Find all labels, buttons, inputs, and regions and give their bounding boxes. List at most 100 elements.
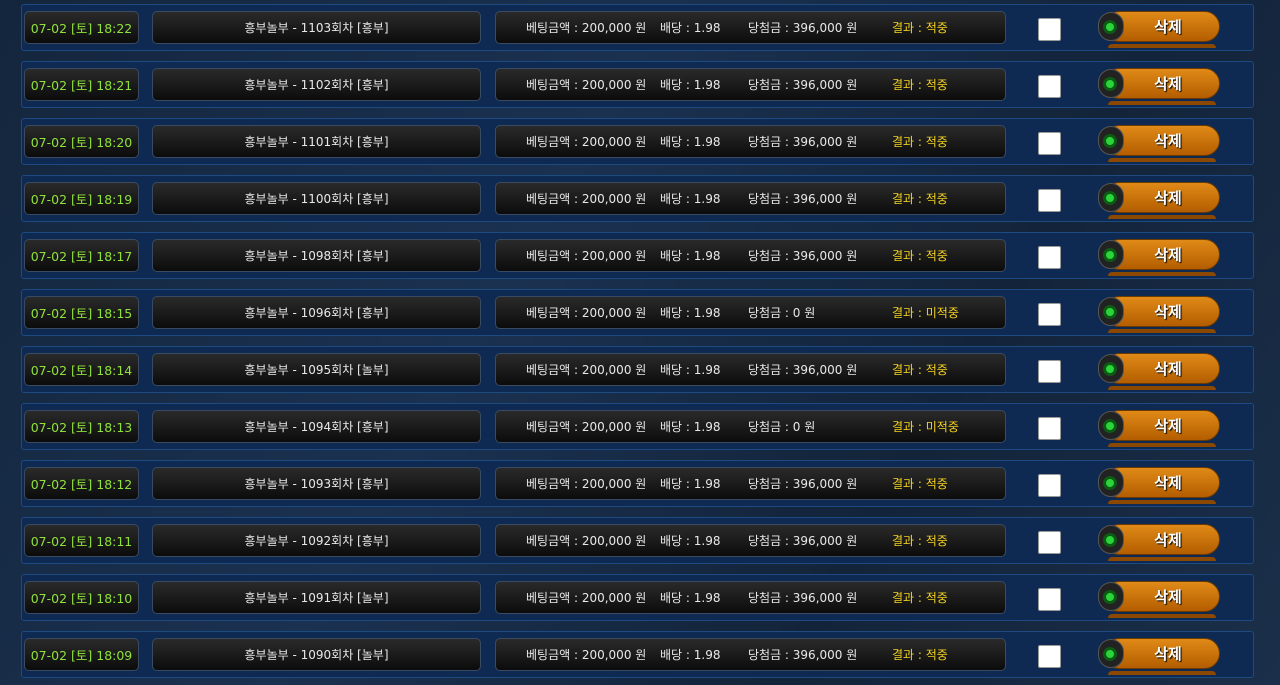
bet-odds: 배당 : 1.98 — [660, 648, 721, 662]
bet-game-title: 흥부놀부 - 1096회차 [흥부] — [152, 296, 481, 329]
green-dot-icon — [1103, 647, 1117, 661]
bet-row: 07-02 [토] 18:10 흥부놀부 - 1091회차 [놀부] 베팅금액 : … — [21, 574, 1254, 621]
delete-button[interactable]: 삭제 — [1098, 9, 1220, 48]
bet-info: 베팅금액 : 200,000 원 배당 : 1.98 당첨금 : 396,000 원… — [495, 467, 1006, 500]
bet-amount: 베팅금액 : 200,000 원 — [526, 534, 647, 548]
green-dot-icon — [1103, 305, 1117, 319]
button-shadow — [1108, 158, 1216, 162]
bet-game-title: 흥부놀부 - 1095회차 [놀부] — [152, 353, 481, 386]
bet-info: 베팅금액 : 200,000 원 배당 : 1.98 당첨금 : 396,000 원… — [495, 524, 1006, 557]
bet-payout: 당첨금 : 396,000 원 — [748, 591, 858, 605]
bet-info: 베팅금액 : 200,000 원 배당 : 1.98 당첨금 : 396,000 원… — [495, 68, 1006, 101]
bet-odds: 배당 : 1.98 — [660, 534, 721, 548]
delete-button[interactable]: 삭제 — [1098, 408, 1220, 447]
select-checkbox[interactable] — [1038, 132, 1061, 155]
delete-button[interactable]: 삭제 — [1098, 123, 1220, 162]
bet-odds: 배당 : 1.98 — [660, 21, 721, 35]
bet-odds: 배당 : 1.98 — [660, 420, 721, 434]
button-cap — [1098, 411, 1124, 440]
bet-result: 결과 : 미적중 — [892, 420, 959, 434]
button-shadow — [1108, 614, 1216, 618]
bet-game-title: 흥부놀부 - 1100회차 [흥부] — [152, 182, 481, 215]
bet-date: 07-02 [토] 18:17 — [24, 239, 139, 272]
bet-info: 베팅금액 : 200,000 원 배당 : 1.98 당첨금 : 396,000 원… — [495, 182, 1006, 215]
bet-amount: 베팅금액 : 200,000 원 — [526, 135, 647, 149]
select-checkbox[interactable] — [1038, 189, 1061, 212]
select-checkbox[interactable] — [1038, 417, 1061, 440]
bet-row: 07-02 [토] 18:13 흥부놀부 - 1094회차 [흥부] 베팅금액 : … — [21, 403, 1254, 450]
button-cap — [1098, 354, 1124, 383]
delete-button[interactable]: 삭제 — [1098, 522, 1220, 561]
bet-row: 07-02 [토] 18:17 흥부놀부 - 1098회차 [흥부] 베팅금액 : … — [21, 232, 1254, 279]
delete-button-label: 삭제 — [1104, 353, 1220, 384]
bet-info: 베팅금액 : 200,000 원 배당 : 1.98 당첨금 : 396,000 원… — [495, 353, 1006, 386]
bet-odds: 배당 : 1.98 — [660, 477, 721, 491]
bet-game-title: 흥부놀부 - 1093회차 [흥부] — [152, 467, 481, 500]
bet-info: 베팅금액 : 200,000 원 배당 : 1.98 당첨금 : 0 원 결과 : 미… — [495, 296, 1006, 329]
delete-button[interactable]: 삭제 — [1098, 66, 1220, 105]
bet-game-title: 흥부놀부 - 1103회차 [흥부] — [152, 11, 481, 44]
bet-amount: 베팅금액 : 200,000 원 — [526, 363, 647, 377]
green-dot-icon — [1103, 20, 1117, 34]
bet-result: 결과 : 적중 — [892, 21, 948, 35]
select-checkbox[interactable] — [1038, 531, 1061, 554]
bet-result: 결과 : 미적중 — [892, 306, 959, 320]
select-checkbox[interactable] — [1038, 303, 1061, 326]
bet-result: 결과 : 적중 — [892, 591, 948, 605]
bet-odds: 배당 : 1.98 — [660, 249, 721, 263]
bet-result: 결과 : 적중 — [892, 363, 948, 377]
select-checkbox[interactable] — [1038, 75, 1061, 98]
delete-button[interactable]: 삭제 — [1098, 579, 1220, 618]
green-dot-icon — [1103, 134, 1117, 148]
bet-payout: 당첨금 : 396,000 원 — [748, 192, 858, 206]
button-shadow — [1108, 500, 1216, 504]
delete-button[interactable]: 삭제 — [1098, 294, 1220, 333]
bet-row: 07-02 [토] 18:21 흥부놀부 - 1102회차 [흥부] 베팅금액 : … — [21, 61, 1254, 108]
bet-amount: 베팅금액 : 200,000 원 — [526, 21, 647, 35]
bet-payout: 당첨금 : 396,000 원 — [748, 21, 858, 35]
bet-odds: 배당 : 1.98 — [660, 591, 721, 605]
bet-payout: 당첨금 : 0 원 — [748, 420, 816, 434]
button-cap — [1098, 468, 1124, 497]
bet-info: 베팅금액 : 200,000 원 배당 : 1.98 당첨금 : 396,000 원… — [495, 125, 1006, 158]
delete-button[interactable]: 삭제 — [1098, 465, 1220, 504]
button-cap — [1098, 582, 1124, 611]
button-cap — [1098, 69, 1124, 98]
bet-payout: 당첨금 : 396,000 원 — [748, 363, 858, 377]
button-shadow — [1108, 443, 1216, 447]
green-dot-icon — [1103, 476, 1117, 490]
select-checkbox[interactable] — [1038, 246, 1061, 269]
bet-info: 베팅금액 : 200,000 원 배당 : 1.98 당첨금 : 396,000 원… — [495, 11, 1006, 44]
delete-button[interactable]: 삭제 — [1098, 237, 1220, 276]
select-checkbox[interactable] — [1038, 645, 1061, 668]
bet-amount: 베팅금액 : 200,000 원 — [526, 192, 647, 206]
bet-result: 결과 : 적중 — [892, 477, 948, 491]
green-dot-icon — [1103, 77, 1117, 91]
green-dot-icon — [1103, 419, 1117, 433]
select-checkbox[interactable] — [1038, 360, 1061, 383]
bet-row: 07-02 [토] 18:20 흥부놀부 - 1101회차 [흥부] 베팅금액 : … — [21, 118, 1254, 165]
delete-button[interactable]: 삭제 — [1098, 351, 1220, 390]
button-cap — [1098, 126, 1124, 155]
bet-game-title: 흥부놀부 - 1101회차 [흥부] — [152, 125, 481, 158]
bet-date: 07-02 [토] 18:22 — [24, 11, 139, 44]
green-dot-icon — [1103, 191, 1117, 205]
bet-result: 결과 : 적중 — [892, 78, 948, 92]
delete-button[interactable]: 삭제 — [1098, 180, 1220, 219]
button-shadow — [1108, 215, 1216, 219]
select-checkbox[interactable] — [1038, 588, 1061, 611]
bet-result: 결과 : 적중 — [892, 135, 948, 149]
button-shadow — [1108, 386, 1216, 390]
bet-date: 07-02 [토] 18:20 — [24, 125, 139, 158]
green-dot-icon — [1103, 248, 1117, 262]
bet-payout: 당첨금 : 396,000 원 — [748, 135, 858, 149]
bet-date: 07-02 [토] 18:10 — [24, 581, 139, 614]
bet-amount: 베팅금액 : 200,000 원 — [526, 306, 647, 320]
delete-button[interactable]: 삭제 — [1098, 636, 1220, 675]
bet-game-title: 흥부놀부 - 1091회차 [놀부] — [152, 581, 481, 614]
bet-payout: 당첨금 : 396,000 원 — [748, 249, 858, 263]
bet-row: 07-02 [토] 18:09 흥부놀부 - 1090회차 [놀부] 베팅금액 : … — [21, 631, 1254, 678]
select-checkbox[interactable] — [1038, 474, 1061, 497]
select-checkbox[interactable] — [1038, 18, 1061, 41]
